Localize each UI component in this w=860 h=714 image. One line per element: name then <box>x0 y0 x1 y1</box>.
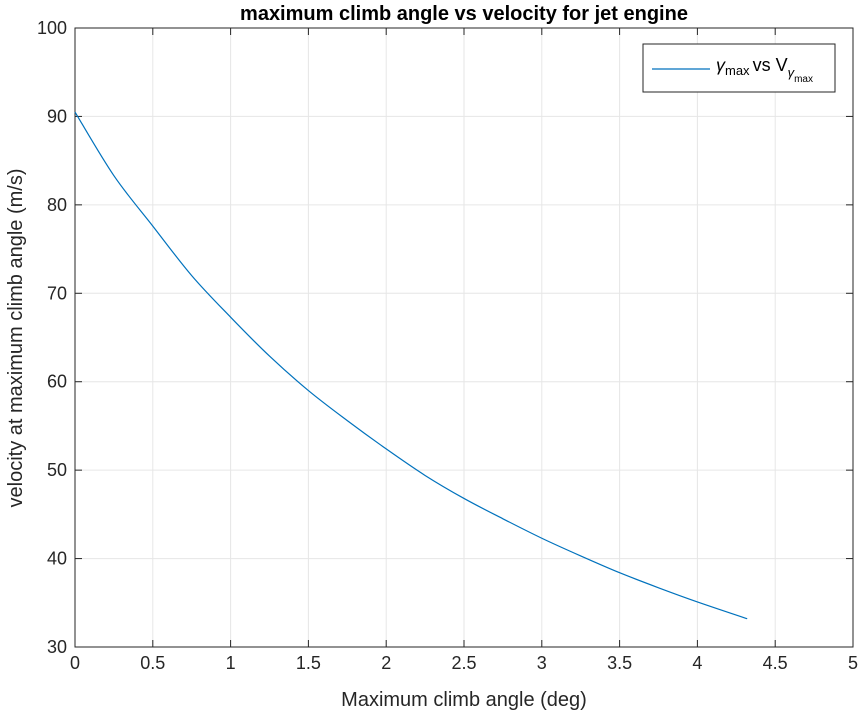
y-tick-label: 90 <box>47 106 67 126</box>
x-tick-label: 2.5 <box>451 653 476 673</box>
legend-sub-gamma: γ <box>788 65 796 80</box>
x-tick-label: 5 <box>848 653 858 673</box>
y-tick-label: 100 <box>37 18 67 38</box>
x-tick-label: 3 <box>537 653 547 673</box>
chart-title: maximum climb angle vs velocity for jet … <box>240 3 688 25</box>
legend-box <box>642 43 836 93</box>
y-tick-label: 70 <box>47 283 67 303</box>
x-tick-label: 0 <box>70 653 80 673</box>
x-tick-label: 2 <box>381 653 391 673</box>
legend: γmax vs Vγmax <box>642 43 836 93</box>
x-tick-label: 1.5 <box>296 653 321 673</box>
x-tick-label: 3.5 <box>607 653 632 673</box>
y-tick-label: 50 <box>47 460 67 480</box>
x-tick-label: 4 <box>692 653 702 673</box>
legend-gamma: γ <box>716 55 726 75</box>
x-tick-label: 1 <box>226 653 236 673</box>
x-tick-label: 0.5 <box>140 653 165 673</box>
legend-vs-text: vs V <box>753 55 788 75</box>
x-axis-label: Maximum climb angle (deg) <box>341 689 587 711</box>
legend-label: γmax vs Vγmax <box>716 55 813 85</box>
series-line <box>74 111 748 620</box>
axis-ticks <box>74 27 854 648</box>
y-tick-label: 30 <box>47 637 67 657</box>
legend-sub-max: max <box>794 74 813 85</box>
y-tick-label: 60 <box>47 372 67 392</box>
grid <box>74 27 854 648</box>
legend-max-sub: max <box>725 63 750 78</box>
y-tick-label: 40 <box>47 549 67 569</box>
x-tick-label: 4.5 <box>763 653 788 673</box>
y-axis-label: velocity at maximum climb angle (m/s) <box>5 169 27 508</box>
y-tick-label: 80 <box>47 195 67 215</box>
tick-labels: 0 0.5 1 1.5 2 2.5 3 3.5 4 4.5 5 30 40 50 60 70 80 90 100 <box>37 18 858 673</box>
